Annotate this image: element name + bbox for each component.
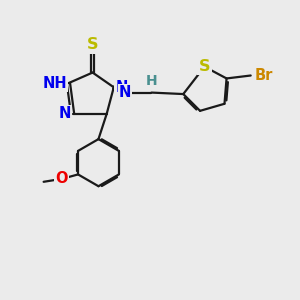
Text: Br: Br xyxy=(255,68,274,83)
Text: O: O xyxy=(56,171,68,186)
Text: H: H xyxy=(146,74,157,88)
Text: N: N xyxy=(119,85,131,100)
Text: N: N xyxy=(115,80,128,95)
Text: S: S xyxy=(199,59,210,74)
Text: S: S xyxy=(87,38,98,52)
Text: N: N xyxy=(59,106,71,121)
Text: NH: NH xyxy=(42,76,67,91)
